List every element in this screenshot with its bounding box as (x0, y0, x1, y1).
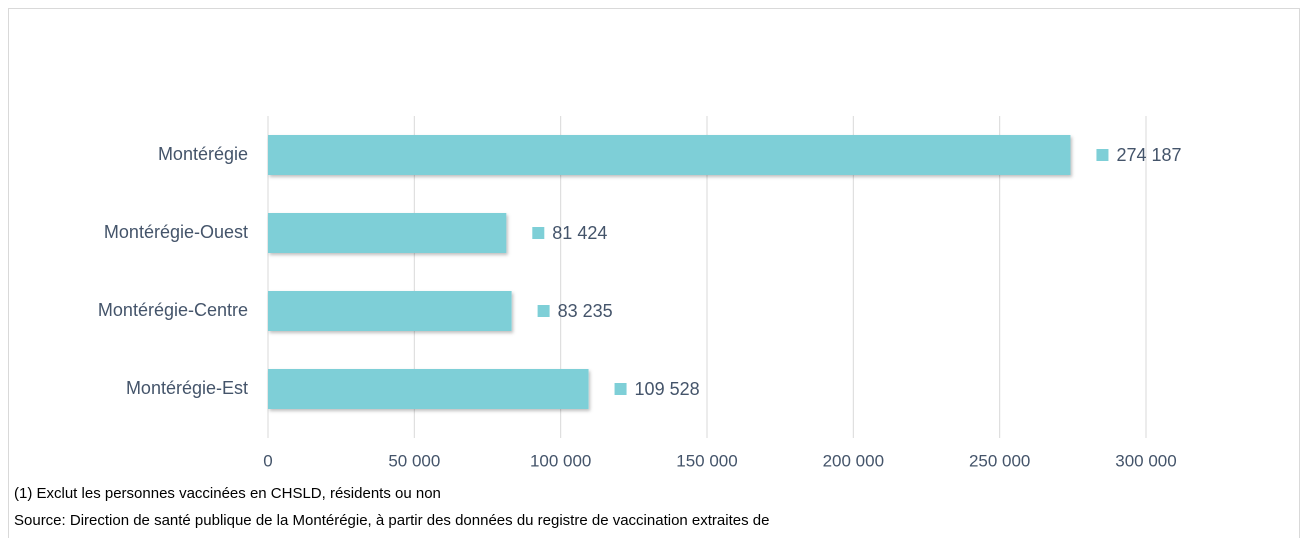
x-tick-label: 100 000 (530, 451, 591, 470)
bar (268, 135, 1071, 175)
y-tick-label: Montérégie (158, 144, 248, 164)
label-marker (614, 383, 627, 395)
x-tick-label: 300 000 (1115, 451, 1176, 470)
label-marker (1096, 149, 1109, 161)
y-tick-label: Montérégie-Centre (98, 300, 248, 320)
data-label: 274 187 (1116, 145, 1181, 165)
x-tick-label: 50 000 (388, 451, 440, 470)
x-tick-label: 200 000 (823, 451, 884, 470)
bar (268, 213, 507, 253)
data-label: 109 528 (635, 379, 700, 399)
y-tick-label: Montérégie-Ouest (104, 222, 248, 242)
bar (268, 291, 512, 331)
label-marker (532, 227, 545, 239)
y-tick-label: Montérégie-Est (126, 378, 248, 398)
bar (268, 369, 589, 409)
label-marker (537, 305, 550, 317)
footnote: (1) Exclut les personnes vaccinées en CH… (14, 485, 441, 502)
data-label: 81 424 (552, 223, 607, 243)
source-note: Source: Direction de santé publique de l… (14, 512, 769, 529)
data-label: 83 235 (558, 301, 613, 321)
x-tick-label: 150 000 (676, 451, 737, 470)
x-tick-label: 250 000 (969, 451, 1030, 470)
x-tick-label: 0 (263, 451, 272, 470)
chart-border (8, 8, 1300, 538)
